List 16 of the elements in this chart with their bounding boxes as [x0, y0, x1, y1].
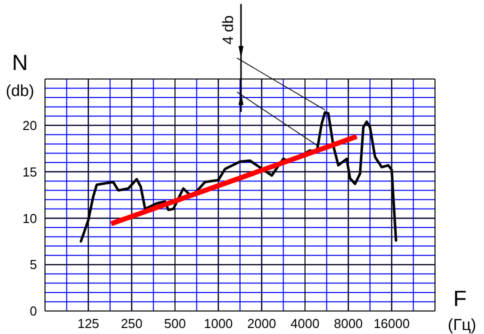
y-axis-title: N (db): [6, 50, 34, 100]
x-tick-label: 500: [164, 316, 186, 332]
y-tick-label: 10: [22, 210, 37, 226]
y-tick-label: 15: [22, 164, 37, 180]
x-tick-label: 4000: [290, 316, 320, 332]
y-tick-label: 5: [30, 257, 37, 272]
x-tick-label: 1000: [204, 316, 233, 332]
y-tick-label: 20: [22, 118, 37, 134]
y-tick-label: 0: [30, 304, 37, 319]
x-tick-label: 2000: [247, 316, 276, 332]
x-tick-label: 125: [77, 316, 100, 332]
x-tick-label: 16000: [374, 316, 410, 332]
x-axis-title: F (Гц): [448, 286, 476, 334]
x-tick-label: 8000: [334, 316, 363, 332]
x-tick-label: 250: [120, 316, 143, 332]
text: 4 db: [220, 15, 237, 45]
